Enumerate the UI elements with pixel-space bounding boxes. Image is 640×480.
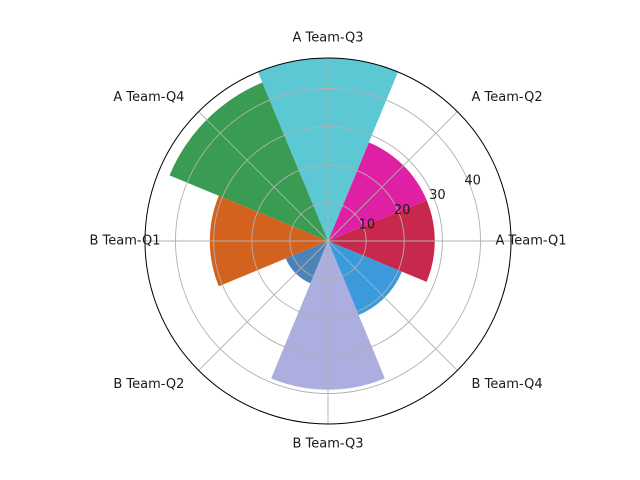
grid-spoke xyxy=(198,240,329,371)
category-label: B Team-Q4 xyxy=(472,377,543,392)
polar-frame xyxy=(144,57,512,425)
category-label: A Team-Q3 xyxy=(292,31,363,46)
category-label: A Team-Q2 xyxy=(472,90,543,105)
category-label: A Team-Q1 xyxy=(495,234,566,249)
category-label: B Team-Q1 xyxy=(89,234,160,249)
grid-layer xyxy=(145,58,511,424)
grid-spoke xyxy=(327,111,458,242)
category-label: B Team-Q3 xyxy=(292,437,363,452)
radial-tick-label: 30 xyxy=(429,188,446,203)
category-label: A Team-Q4 xyxy=(113,90,184,105)
grid-spoke xyxy=(327,240,458,371)
grid-spoke xyxy=(198,111,329,242)
radial-tick-label: 20 xyxy=(394,203,411,218)
radial-tick-labels: 10 20 30 40 xyxy=(359,174,481,233)
radial-tick-label: 10 xyxy=(359,217,376,232)
category-label: B Team-Q2 xyxy=(113,377,184,392)
category-labels: A Team-Q1 A Team-Q2 A Team-Q3 A Team-Q4 B Te… xyxy=(89,31,566,452)
bars-layer xyxy=(169,58,435,390)
radial-tick-label: 40 xyxy=(464,174,481,189)
